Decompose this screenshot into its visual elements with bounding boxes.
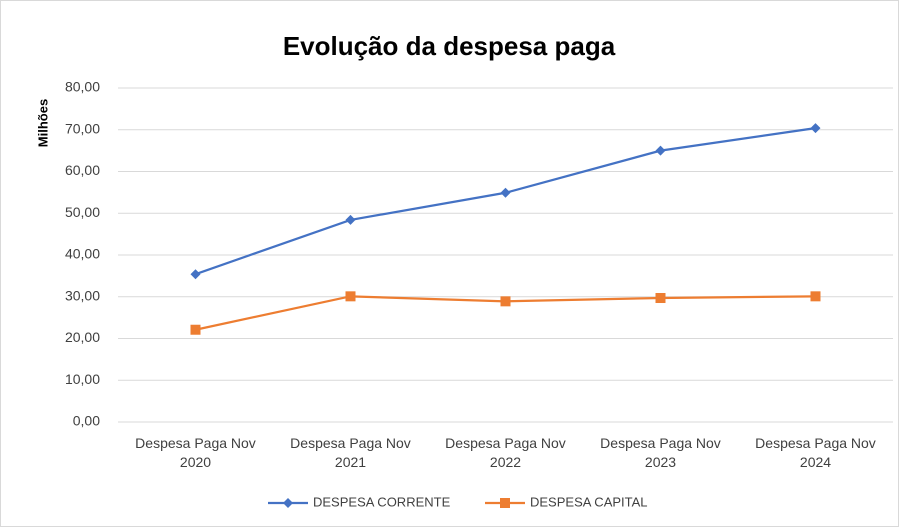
marker bbox=[500, 296, 511, 307]
y-tick-label: 60,00 bbox=[65, 162, 100, 178]
x-tick-label: Despesa Paga Nov 2020 bbox=[135, 435, 256, 470]
y-tick-label: 10,00 bbox=[65, 371, 100, 387]
chart-title: Evolução da despesa paga bbox=[283, 31, 616, 61]
marker bbox=[190, 269, 201, 280]
y-tick-label: 40,00 bbox=[65, 246, 100, 262]
y-tick-label: 0,00 bbox=[73, 413, 100, 429]
marker bbox=[655, 145, 666, 156]
legend-label: DESPESA CORRENTE bbox=[313, 494, 451, 509]
x-tick-label: Despesa Paga Nov 2023 bbox=[600, 435, 721, 470]
marker bbox=[345, 214, 356, 225]
legend-label: DESPESA CAPITAL bbox=[530, 494, 648, 509]
y-axis-title: Milhões bbox=[35, 99, 50, 147]
x-tick-label: Despesa Paga Nov 2024 bbox=[755, 435, 876, 470]
y-tick-label: 20,00 bbox=[65, 329, 100, 345]
marker bbox=[655, 293, 666, 304]
x-tick-label: Despesa Paga Nov 2022 bbox=[445, 435, 566, 470]
marker bbox=[810, 123, 821, 134]
marker bbox=[190, 324, 201, 335]
legend-marker bbox=[500, 498, 510, 508]
x-tick-label: Despesa Paga Nov 2021 bbox=[290, 435, 411, 470]
y-tick-label: 70,00 bbox=[65, 120, 100, 136]
y-tick-label: 50,00 bbox=[65, 204, 100, 220]
legend-marker bbox=[283, 498, 293, 508]
marker bbox=[500, 187, 511, 198]
marker bbox=[345, 291, 356, 302]
y-tick-label: 30,00 bbox=[65, 287, 100, 303]
marker bbox=[810, 291, 821, 302]
y-tick-label: 80,00 bbox=[65, 79, 100, 95]
